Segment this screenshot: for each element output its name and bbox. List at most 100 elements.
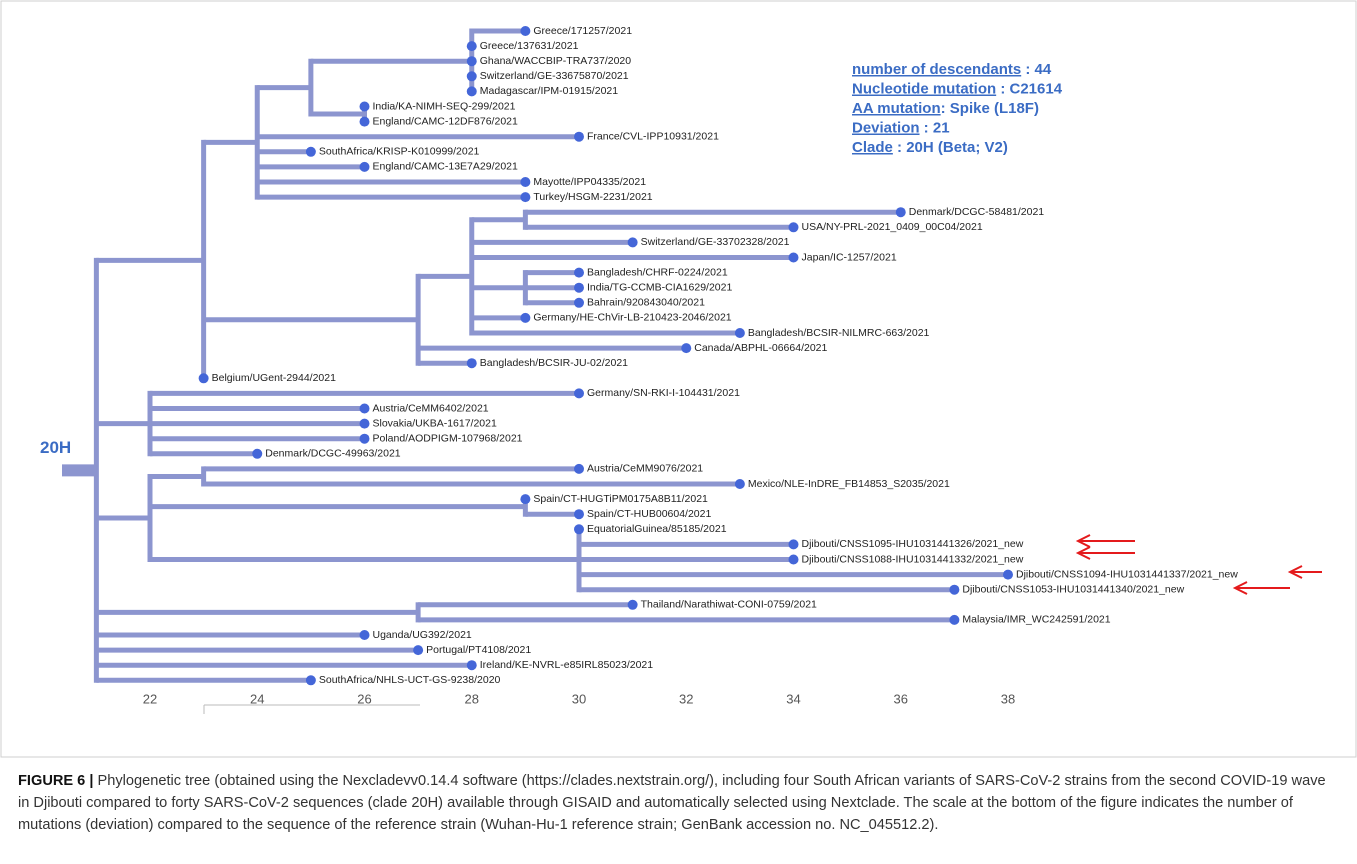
tip [305,675,316,686]
tip [359,403,370,414]
tip-label: Spain/CT-HUGTiPM0175A8B11/2021 [533,493,708,505]
tips: Greece/171257/2021 Greece/137631/2021 Ghan… [198,25,1238,686]
tip [520,26,531,36]
tip-label: Thailand/Narathiwat-CONI-0759/2021 [641,599,817,611]
tip-label: Denmark/DCGC-49963/2021 [265,448,401,460]
tip [359,101,370,112]
tip-label: Greece/137631/2021 [480,40,579,52]
x-tick-label: 24 [250,691,264,706]
arrows [1075,534,1322,595]
info-value: : 44 [1021,61,1052,78]
tip [413,645,424,656]
tip-label: Bangladesh/BCSIR-NILMRC-663/2021 [748,327,930,339]
info-key: Deviation [852,119,920,136]
info-line: Clade : 20H (Beta; V2) [852,139,1008,156]
tip [574,297,584,308]
tip [949,614,960,625]
tip [359,161,370,172]
x-tick-label: 28 [465,691,479,706]
tip-label: Slovakia/UKBA-1617/2021 [373,417,497,429]
tip-label: Denmark/DCGC-58481/2021 [909,206,1045,218]
info-value: : C21614 [996,80,1063,97]
tip [359,116,370,127]
tip-label: Ghana/WACCBIP-TRA737/2020 [480,55,632,67]
x-tick-label: 38 [1001,691,1015,706]
tip-label: Bangladesh/BCSIR-JU-02/2021 [480,357,628,369]
tip-label: Mexico/NLE-InDRE_FB14853_S2035/2021 [748,478,950,490]
tip [359,433,370,444]
caption-text: Phylogenetic tree (obtained using the Ne… [18,773,1326,833]
tip [574,509,584,520]
tip-label: Madagascar/IPM-01915/2021 [480,85,618,97]
tip [1003,569,1013,580]
tip [627,237,638,248]
tip [520,312,531,323]
tip [734,479,745,489]
tip [788,554,799,565]
tip [574,131,584,142]
tip [466,41,477,52]
info-key: AA mutation [852,100,941,117]
tip [359,630,370,640]
tip-label: Germany/SN-RKI-I-104431/2021 [587,387,740,399]
tip-label: SouthAfrica/KRISP-K010999/2021 [319,146,480,158]
info-value: : 20H (Beta; V2) [893,139,1008,156]
tip [788,539,799,550]
tip [466,86,477,97]
info-line: AA mutation: Spike (L18F) [852,100,1039,117]
tip [520,177,531,187]
tip-label: Greece/171257/2021 [533,25,632,37]
tip [627,599,638,610]
tip-label: Djibouti/CNSS1053-IHU1031441340/2021_new [962,583,1184,595]
tip [359,418,370,429]
tip-label: Poland/AODPIGM-107968/2021 [373,432,523,444]
tip-label: India/KA-NIMH-SEQ-299/2021 [373,100,516,112]
tip-label: Djibouti/CNSS1088-IHU1031441332/2021_new [802,553,1024,565]
arrow [1287,565,1322,579]
x-tick-label: 22 [143,691,157,706]
tip [466,56,477,67]
info-key: Nucleotide mutation [852,80,996,97]
tip-label: Austria/CeMM9076/2021 [587,463,703,475]
info-line: Deviation : 21 [852,119,950,136]
tip-label: France/CVL-IPP10931/2021 [587,130,719,142]
tip-label: England/CAMC-13E7A29/2021 [373,161,519,173]
tip-label: EquatorialGuinea/85185/2021 [587,523,727,535]
info-value: : 21 [920,119,950,136]
tip [895,207,906,218]
tip [466,660,477,671]
x-tick-label: 32 [679,691,693,706]
tip-label: Japan/IC-1257/2021 [802,251,897,263]
tip-label: Djibouti/CNSS1094-IHU1031441337/2021_new [1016,568,1238,580]
x-tick-label: 26 [357,691,371,706]
tip-label: Mayotte/IPP04335/2021 [533,176,646,188]
tip-label: Malaysia/IMR_WC242591/2021 [962,614,1110,626]
tip [788,252,799,263]
figure: Greece/171257/2021 Greece/137631/2021 Ghan… [0,0,1357,758]
tip [949,584,960,595]
info-value: : Spike (L18F) [941,100,1039,117]
tip-label: Canada/ABPHL-06664/2021 [694,342,827,354]
tip-label: Austria/CeMM6402/2021 [373,402,489,414]
arrow [1232,581,1290,595]
tip [788,222,799,233]
tip [574,463,584,474]
tip [305,146,316,157]
tip [466,71,477,82]
tip-label: USA/NY-PRL-2021_0409_00C04/2021 [802,221,983,233]
tip-label: England/CAMC-12DF876/2021 [373,115,518,127]
tip-label: India/TG-CCMB-CIA1629/2021 [587,281,732,293]
x-tick-label: 30 [572,691,586,706]
tip [574,388,584,399]
tip-label: Switzerland/GE-33702328/2021 [641,236,790,248]
caption: FIGURE 6 | Phylogenetic tree (obtained u… [18,770,1340,836]
clade-label: 20H [40,438,71,457]
tip-label: Switzerland/GE-33675870/2021 [480,70,629,82]
tip [520,192,531,203]
tip-label: Djibouti/CNSS1095-IHU1031441326/2021_new [802,538,1024,550]
tip [574,282,584,293]
tip [252,448,263,459]
info-box: number of descendants : 44 Nucleotide mut… [852,61,1063,156]
x-tick-label: 34 [786,691,800,706]
